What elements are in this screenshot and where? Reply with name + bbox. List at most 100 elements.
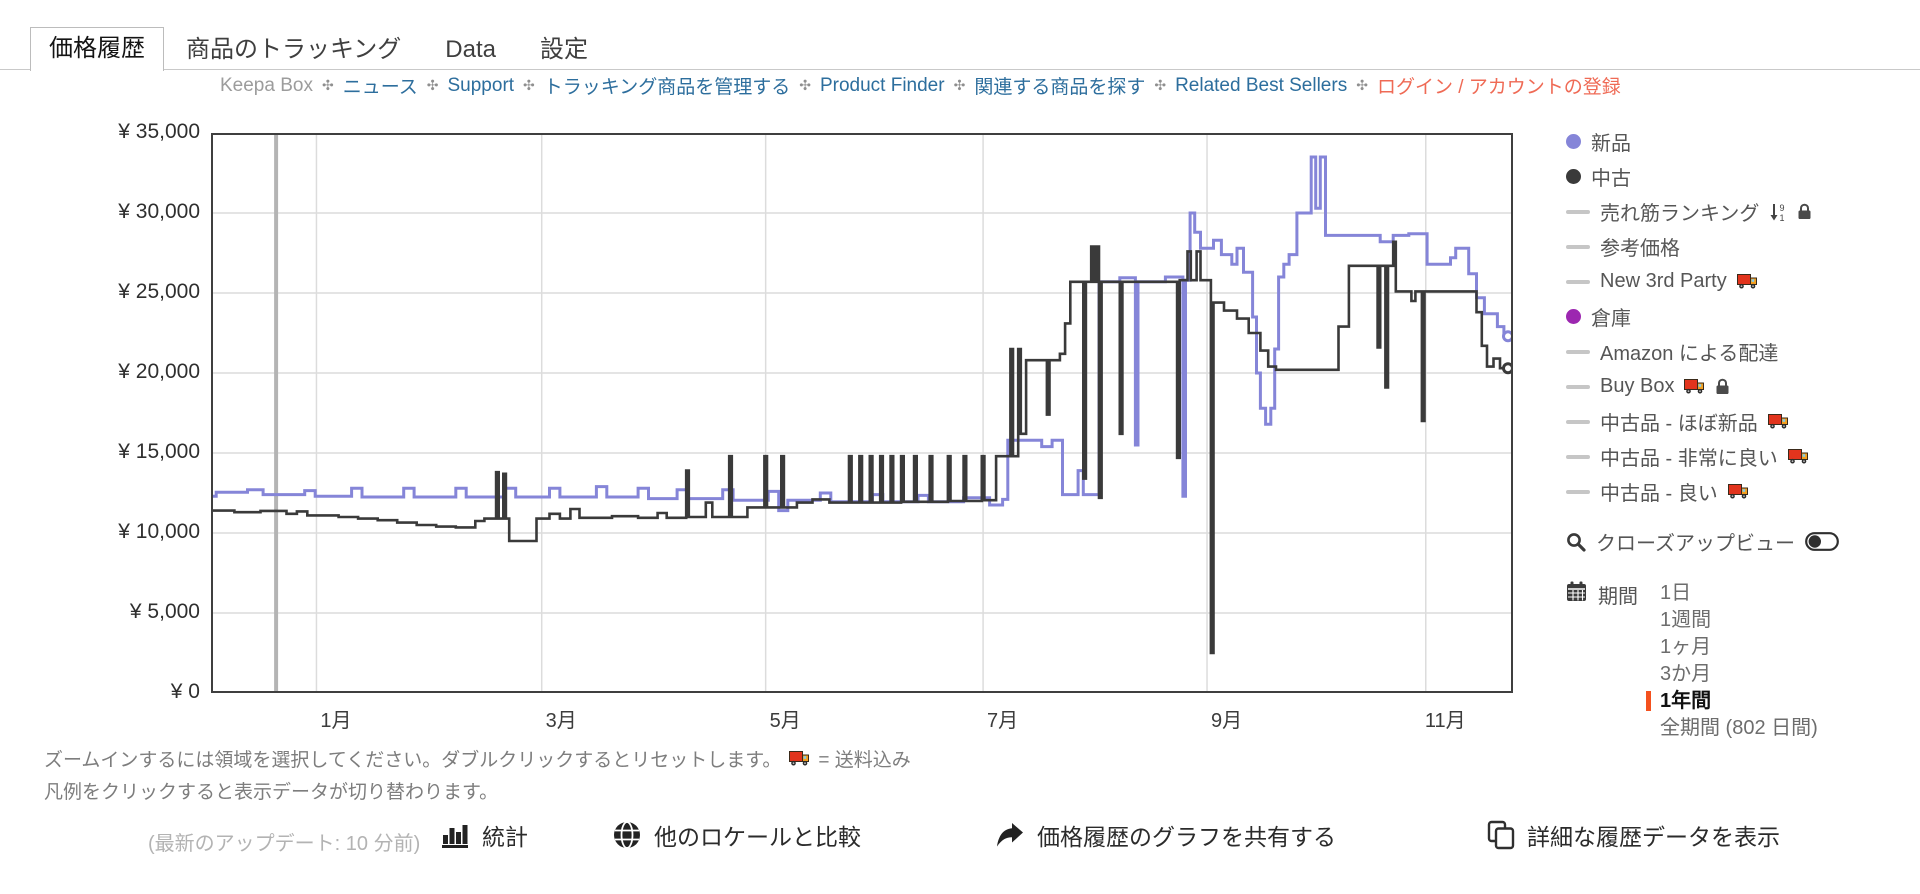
period-option-2[interactable]: 1週間 xyxy=(1660,607,1818,634)
period-option-label: 1週間 xyxy=(1660,609,1712,631)
tab-data[interactable]: Data xyxy=(445,36,496,63)
period-option-label: 1日 xyxy=(1660,582,1692,604)
lock-icon xyxy=(1797,203,1812,220)
truck-icon xyxy=(1736,274,1758,289)
quick-link-7[interactable]: Related Best Sellers xyxy=(1175,74,1348,96)
x-axis-tick: 3月 xyxy=(545,710,577,732)
price-history-chart[interactable] xyxy=(211,133,1513,693)
legend-label: 中古品 - 良い xyxy=(1600,483,1718,505)
magnifier-icon xyxy=(1566,532,1586,552)
links-separator-icon: ✣ xyxy=(799,77,811,93)
legend-item-2[interactable]: 中古 xyxy=(1566,159,1812,194)
footer-action-label: 他のロケールと比較 xyxy=(654,824,861,850)
quick-link-8[interactable]: ログイン / アカウントの登録 xyxy=(1376,77,1621,98)
stats-button[interactable]: 統計 xyxy=(440,818,528,852)
period-label: 期間 xyxy=(1598,586,1638,608)
chart-legend: 新品中古売れ筋ランキング 9 1 参考価格 New 3rd Party 倉庫 Amazon … xyxy=(1566,124,1812,509)
links-separator-icon: ✣ xyxy=(1154,77,1167,93)
legend-dash-swatch xyxy=(1566,279,1590,284)
legend-label: Buy Box xyxy=(1600,375,1675,397)
quick-link-4[interactable]: トラッキング商品を管理する xyxy=(543,77,791,98)
y-axis-tick: ¥ 0 xyxy=(170,680,200,703)
legend-dash-swatch xyxy=(1566,349,1590,354)
links-separator-icon: ✣ xyxy=(523,77,535,93)
tabbar-divider xyxy=(0,69,1920,70)
quick-link-3[interactable]: Support xyxy=(447,74,515,96)
x-axis-tick: 5月 xyxy=(769,710,801,732)
legend-label: 中古品 - 非常に良い xyxy=(1600,448,1778,470)
svg-text:1: 1 xyxy=(1780,213,1785,222)
closeup-view-label: クローズアップビュー xyxy=(1596,533,1795,555)
y-axis-tick: ¥ 5,000 xyxy=(129,600,200,623)
quick-link-6[interactable]: 関連する商品を探す xyxy=(974,77,1146,98)
period-option-label: 3か月 xyxy=(1660,663,1712,685)
legend-item-4[interactable]: 参考価格 xyxy=(1566,229,1812,264)
links-separator-icon: ✣ xyxy=(1356,77,1368,93)
links-separator-icon: ✣ xyxy=(426,77,439,93)
legend-dash-swatch xyxy=(1566,489,1590,494)
legend-dash-swatch xyxy=(1566,384,1590,389)
x-axis-tick: 11月 xyxy=(1424,710,1466,732)
x-axis-tick: 7月 xyxy=(987,710,1019,732)
chart-hint-line1: ズームインするには領域を選択してください。ダブルクリックするとリセットします。 … xyxy=(44,745,911,772)
y-axis-tick: ¥ 35,000 xyxy=(118,120,200,143)
legend-label: 新品 xyxy=(1591,133,1631,155)
legend-dash-swatch xyxy=(1566,244,1590,249)
period-option-label: 1年間 xyxy=(1660,690,1712,712)
period-option-4[interactable]: 3か月 xyxy=(1660,661,1818,688)
tab-設定[interactable]: 設定 xyxy=(539,36,588,63)
quick-link-5[interactable]: Product Finder xyxy=(819,74,945,96)
footer-action-label: 統計 xyxy=(482,824,528,850)
globe-button[interactable]: 他のロケールと比較 xyxy=(612,818,861,852)
share-button[interactable]: 価格履歴のグラフを共有する xyxy=(995,818,1336,852)
svg-text:9: 9 xyxy=(1780,203,1785,213)
period-option-1[interactable]: 1日 xyxy=(1660,580,1818,607)
legend-label: 中古品 - ほぼ新品 xyxy=(1600,413,1758,435)
y-axis-tick: ¥ 10,000 xyxy=(118,520,200,543)
copy-icon xyxy=(1487,820,1515,850)
selected-period-marker xyxy=(1646,691,1651,711)
share-icon xyxy=(995,822,1025,849)
quick-links: Keepa Box ✣ ニュース ✣ Support ✣ トラッキング商品を管理する ✣ Pro… xyxy=(220,72,1621,99)
closeup-view-toggle[interactable] xyxy=(1805,532,1839,551)
legend-label: 倉庫 xyxy=(1591,308,1631,330)
legend-circle-swatch xyxy=(1566,134,1581,149)
legend-item-5[interactable]: New 3rd Party xyxy=(1566,264,1812,299)
footer-action-label: 詳細な履歴データを表示 xyxy=(1527,824,1780,850)
legend-label: 中古 xyxy=(1591,168,1631,190)
tab-product-tracking[interactable]: 商品のトラッキング xyxy=(186,36,402,63)
truck-legend-text: = 送料込み xyxy=(818,750,911,771)
legend-dash-swatch xyxy=(1566,419,1590,424)
links-separator-icon: ✣ xyxy=(321,77,334,93)
legend-item-9[interactable]: 中古品 - ほぼ新品 xyxy=(1566,404,1812,439)
tab-price-history[interactable]: 価格履歴 xyxy=(30,27,164,71)
calendar-icon xyxy=(1566,581,1587,602)
legend-circle-swatch xyxy=(1566,169,1581,184)
last-update-text: (最新のアップデート: 10 分前) xyxy=(148,833,421,855)
legend-item-10[interactable]: 中古品 - 非常に良い xyxy=(1566,439,1812,474)
legend-label: 売れ筋ランキング xyxy=(1600,203,1760,225)
y-axis-tick: ¥ 30,000 xyxy=(118,200,200,223)
chart-hint-line2: 凡例をクリックすると表示データが切り替わります。 xyxy=(44,782,499,803)
period-option-6[interactable]: 全期間 (802 日間) xyxy=(1660,715,1818,742)
y-axis-tick: ¥ 20,000 xyxy=(118,360,200,383)
legend-item-7[interactable]: Amazon による配達 xyxy=(1566,334,1812,369)
legend-item-8[interactable]: Buy Box xyxy=(1566,369,1812,404)
closeup-view-row: クローズアップビュー xyxy=(1566,527,1839,556)
globe-icon xyxy=(612,820,642,850)
quick-link-2[interactable]: ニュース xyxy=(342,77,418,98)
period-options: 1日 1週間 1ヶ月 3か月 1年間全期間 (802 日間) xyxy=(1646,580,1818,742)
legend-item-11[interactable]: 中古品 - 良い xyxy=(1566,474,1812,509)
copy-button[interactable]: 詳細な履歴データを表示 xyxy=(1487,818,1780,852)
legend-item-1[interactable]: 新品 xyxy=(1566,124,1812,159)
zoom-hint-text: ズームインするには領域を選択してください。ダブルクリックするとリセットします。 xyxy=(44,750,782,771)
period-option-5[interactable]: 1年間 xyxy=(1646,688,1818,715)
legend-item-6[interactable]: 倉庫 xyxy=(1566,299,1812,334)
period-option-3[interactable]: 1ヶ月 xyxy=(1660,634,1818,661)
period-option-label: 1ヶ月 xyxy=(1660,636,1712,658)
x-axis-tick: 9月 xyxy=(1210,710,1243,732)
legend-item-3[interactable]: 売れ筋ランキング 9 1 xyxy=(1566,194,1812,229)
y-axis-tick: ¥ 25,000 xyxy=(118,280,200,303)
truck-icon xyxy=(789,751,810,766)
